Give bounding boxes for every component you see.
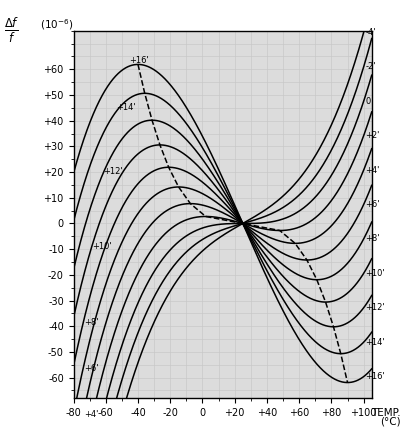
Text: +4': +4' [365, 165, 380, 175]
Text: +14': +14' [365, 338, 385, 347]
Text: +16': +16' [365, 372, 385, 381]
Text: $(10^{-6})$: $(10^{-6})$ [40, 18, 74, 33]
Text: 0: 0 [365, 97, 370, 106]
Text: -4': -4' [365, 28, 376, 37]
Text: +2': +2' [365, 131, 380, 140]
Text: +8': +8' [84, 318, 98, 327]
Text: +12': +12' [103, 167, 123, 176]
Text: +8': +8' [365, 235, 380, 243]
Text: +4': +4' [84, 410, 98, 419]
Text: +10': +10' [92, 242, 112, 251]
Text: $\frac{\Delta f}{f}$: $\frac{\Delta f}{f}$ [4, 15, 20, 44]
Text: +6': +6' [365, 200, 380, 209]
Text: +6': +6' [84, 364, 98, 373]
Text: +12': +12' [365, 303, 385, 312]
Text: TEMP.: TEMP. [371, 408, 401, 418]
Text: +10': +10' [365, 269, 385, 278]
Text: +14': +14' [116, 103, 136, 112]
Text: -2': -2' [365, 62, 376, 71]
Text: (°C): (°C) [381, 417, 401, 427]
Text: +16': +16' [129, 56, 149, 65]
